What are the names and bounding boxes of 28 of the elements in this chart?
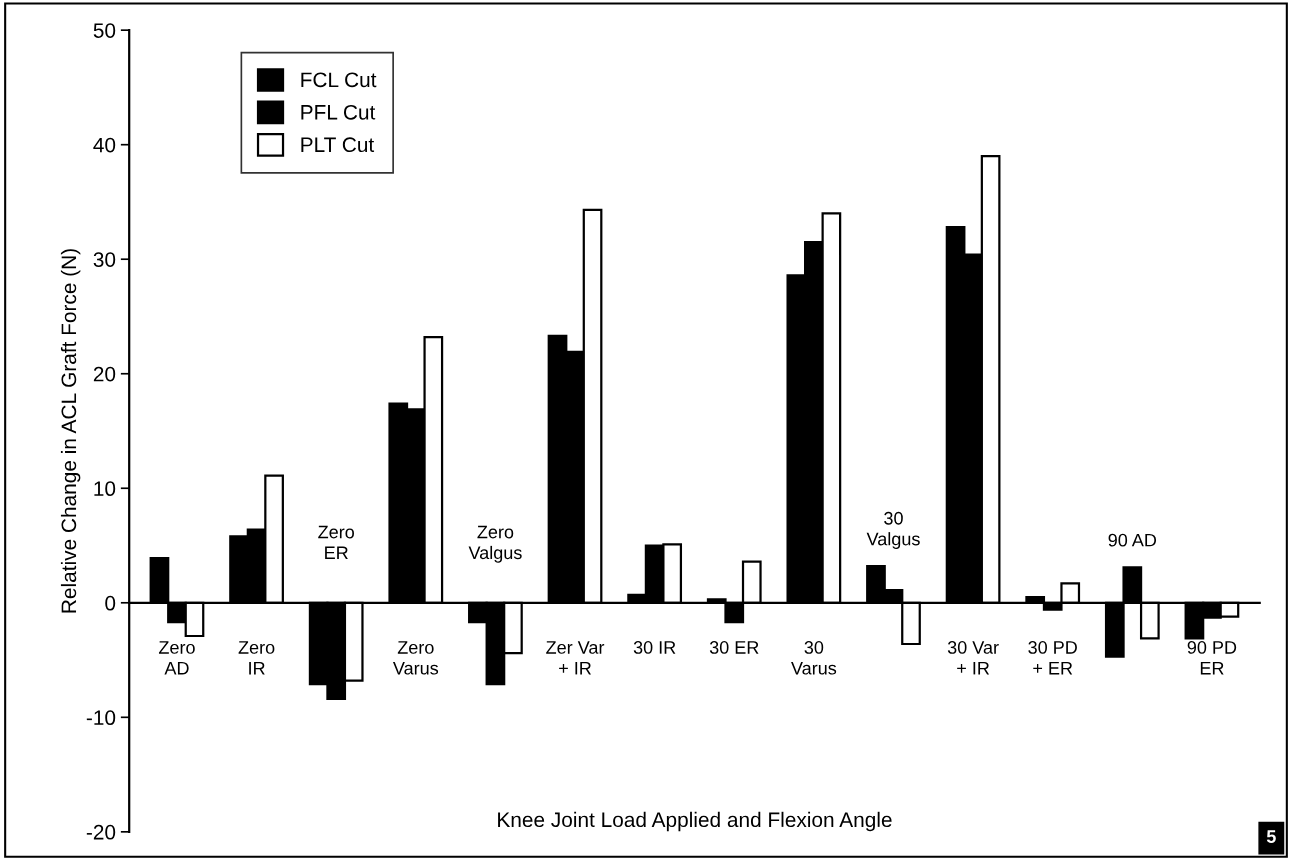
- x-tick-label: 30 Valgus: [866, 511, 920, 549]
- x-tick-label: Zero Varus: [392, 641, 439, 675]
- y-tick-label: 20: [93, 366, 116, 382]
- x-tick-label: Zero ER: [318, 525, 354, 559]
- legend-label: PLT Cut: [301, 137, 375, 153]
- y-tick-label: 50: [93, 23, 116, 38]
- y-tick-label: -20: [86, 824, 116, 840]
- x-axis-title: Knee Joint Load Applied and Flexion Angle: [498, 811, 892, 832]
- legend-label: FCL Cut: [301, 72, 377, 88]
- legend-label: PFL Cut: [301, 104, 376, 120]
- x-tick-label: Zero Valgus: [468, 525, 522, 563]
- y-axis-title: Relative Change in ACL Graft Force (N): [60, 249, 81, 613]
- x-tick-label: 90 PD ER: [1187, 641, 1237, 675]
- x-tick-label: 30 ER: [709, 641, 759, 654]
- x-tick-label: Zero IR: [238, 641, 275, 675]
- y-tick-label: 30: [93, 252, 116, 267]
- text: 5: [1266, 830, 1276, 843]
- y-tick-label: 40: [93, 137, 116, 153]
- x-tick-label: Zer Var + IR: [546, 641, 605, 675]
- y-tick-label: 10: [94, 481, 116, 497]
- y-tick-label: 0: [105, 595, 116, 611]
- x-tick-label: 90 AD: [1108, 533, 1157, 547]
- x-tick-label: Zero AD: [158, 641, 195, 675]
- x-tick-label: 30 IR: [633, 641, 676, 654]
- x-tick-label: 30 Var + IR: [947, 641, 999, 675]
- y-tick-label: -10: [86, 710, 116, 726]
- x-tick-label: 30 PD + ER: [1028, 641, 1077, 675]
- x-tick-label: 30 Varus: [791, 641, 837, 675]
